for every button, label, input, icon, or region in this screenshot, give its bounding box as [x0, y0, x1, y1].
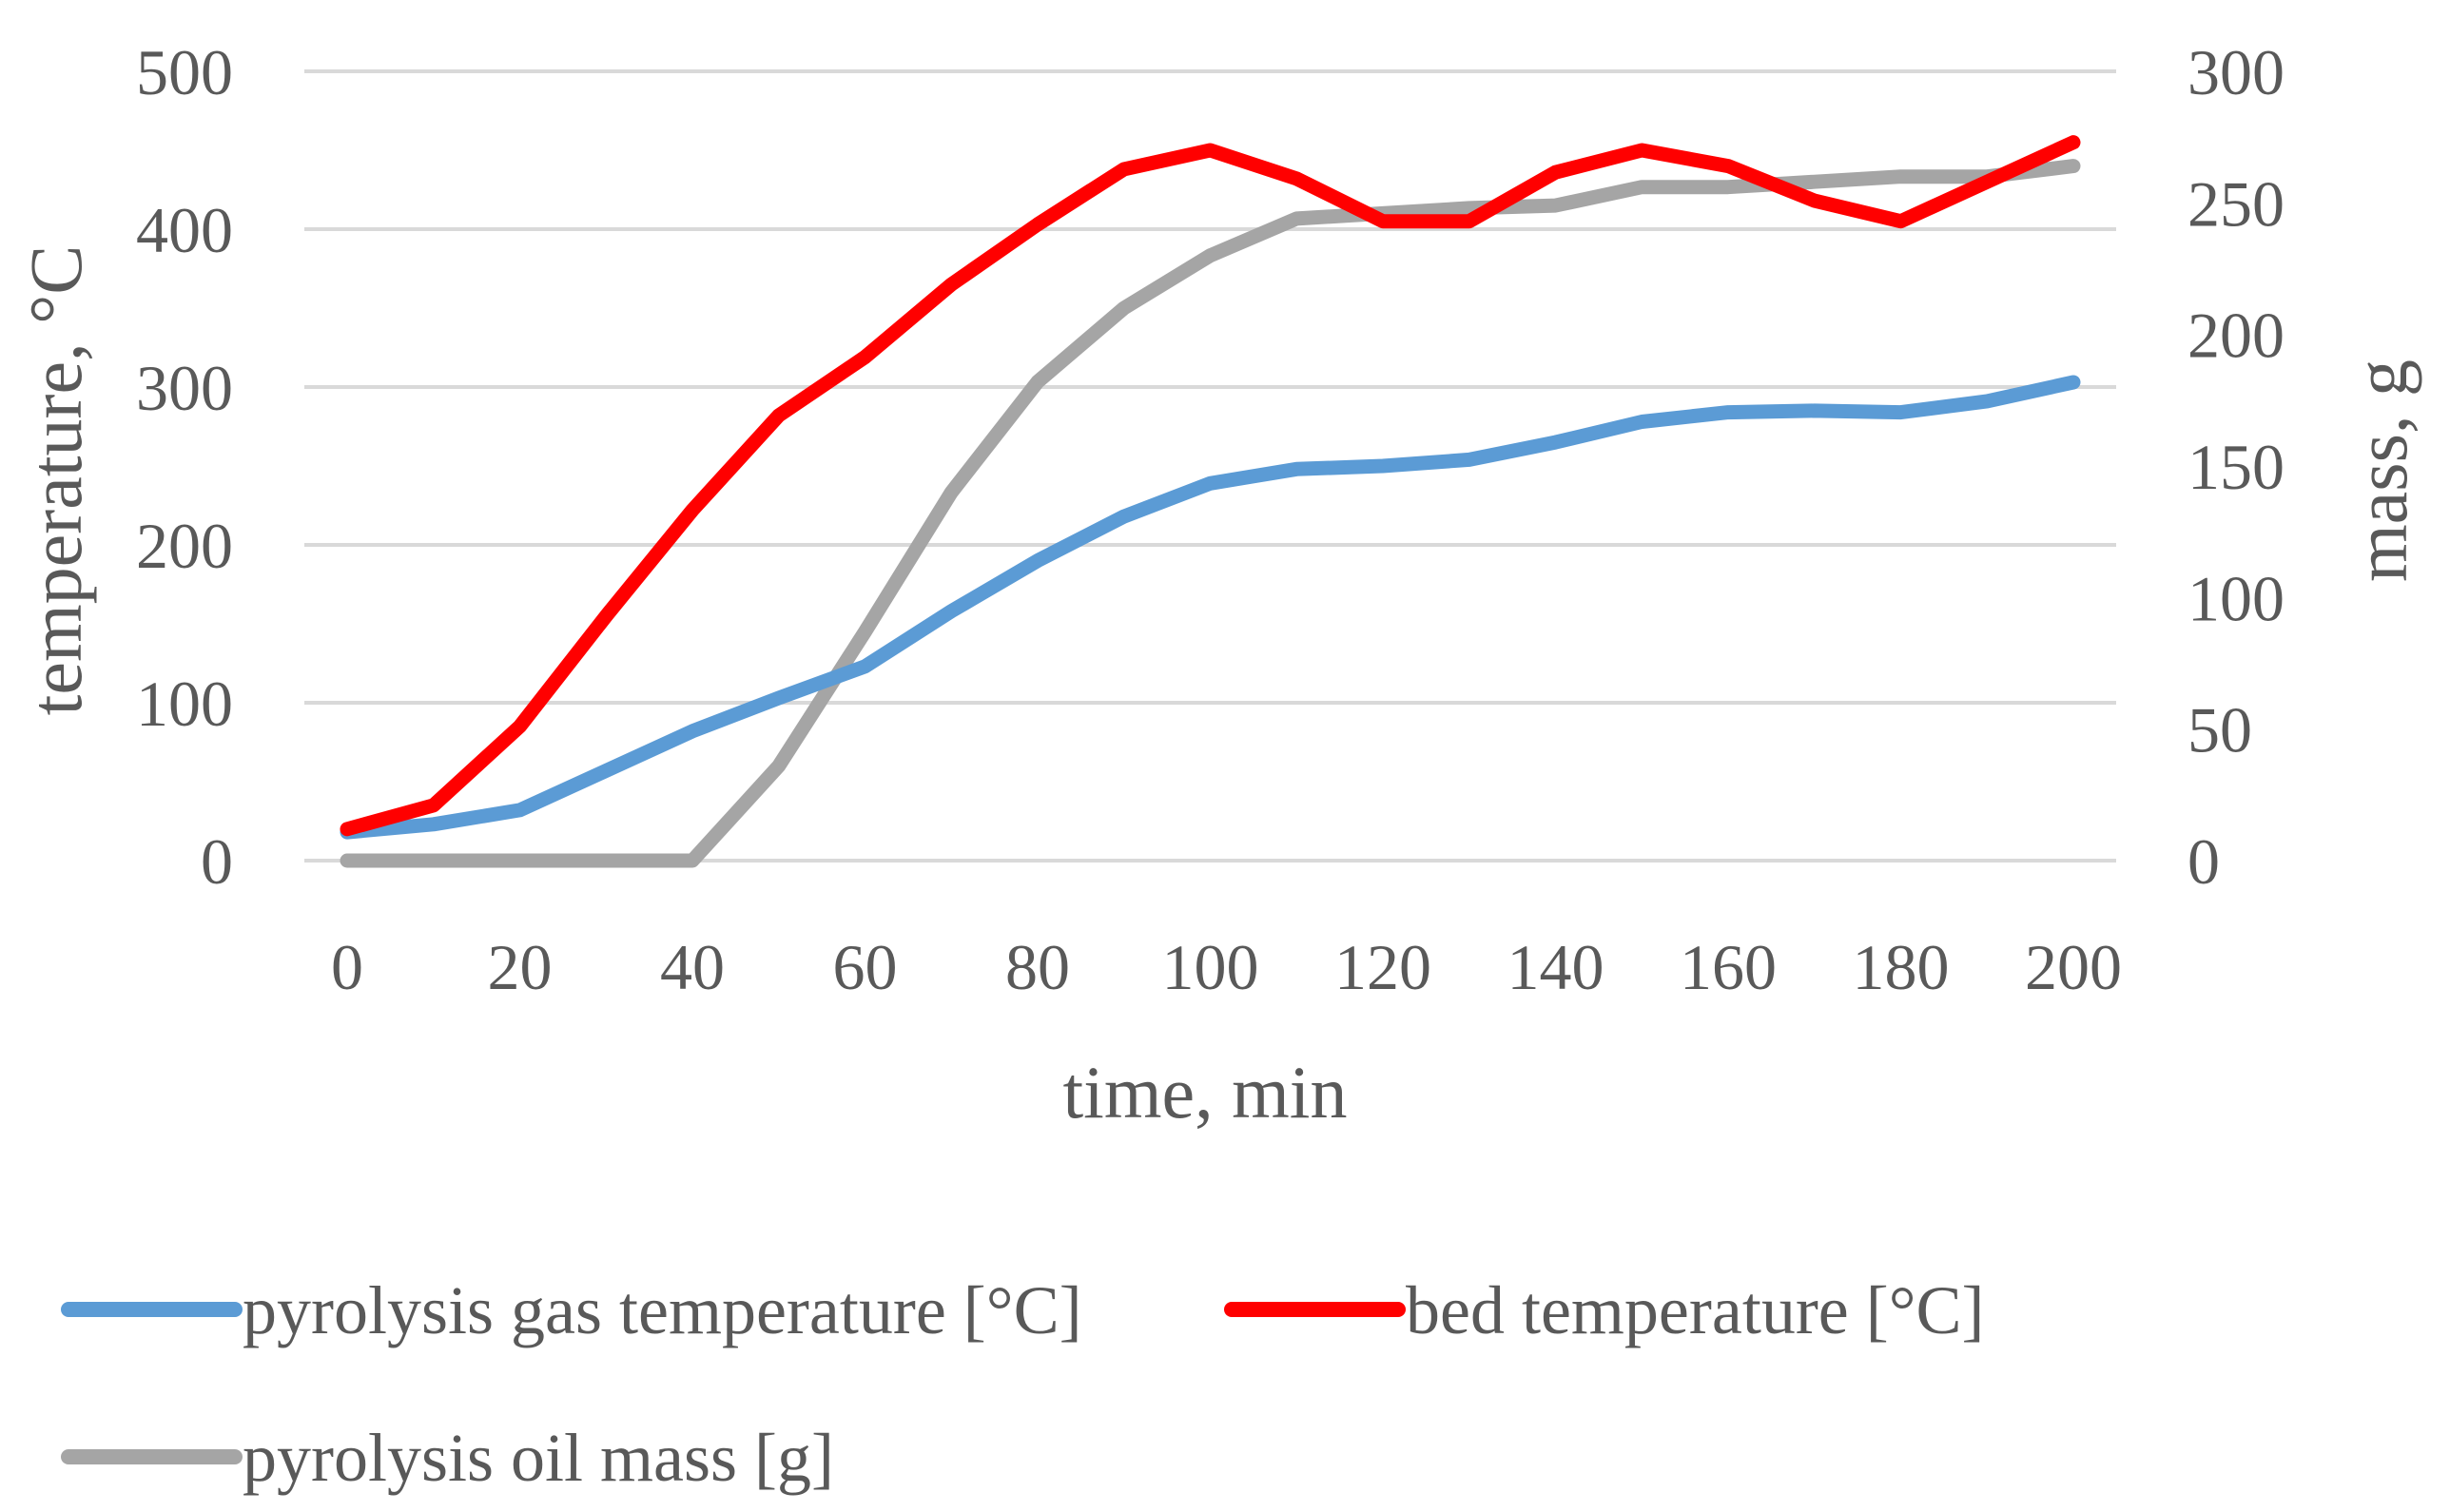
- legend-label-oil-mass: pyrolysis oil mass [g]: [243, 1420, 834, 1496]
- x-axis-title: time, min: [1063, 1051, 1348, 1134]
- legend-label-bed-temperature: bed temperature [°C]: [1406, 1272, 1985, 1348]
- x-tick-label-7: 140: [1507, 931, 1604, 1003]
- x-tick-label-3: 60: [833, 931, 898, 1003]
- right-axis-ticks: 0 50 100 150 200 250 300: [2188, 36, 2285, 898]
- x-tick-label-9: 180: [1853, 931, 1950, 1003]
- y2-tick-label-1: 50: [2188, 694, 2252, 766]
- y-axis-title: temperature, °C: [14, 245, 97, 716]
- x-tick-label-1: 20: [488, 931, 553, 1003]
- y-tick-label-3: 300: [136, 352, 233, 424]
- series-line-2: [340, 159, 2081, 868]
- y2-tick-label-5: 250: [2188, 167, 2285, 240]
- x-tick-label-6: 120: [1334, 931, 1431, 1003]
- left-axis-ticks: 0 100 200 300 400 500: [136, 36, 233, 898]
- y-tick-label-0: 0: [201, 825, 233, 898]
- legend: pyrolysis gas temperature [°C] bed tempe…: [61, 1272, 1985, 1496]
- x-tick-label-8: 160: [1680, 931, 1777, 1003]
- x-tick-label-2: 40: [660, 931, 725, 1003]
- y2-tick-label-4: 200: [2188, 300, 2285, 372]
- gridlines: [304, 69, 2116, 863]
- y-tick-label-5: 500: [136, 36, 233, 108]
- x-tick-label-0: 0: [331, 931, 363, 1003]
- y2-tick-label-0: 0: [2188, 825, 2220, 898]
- y-tick-label-1: 100: [136, 668, 233, 740]
- y2-tick-label-6: 300: [2188, 36, 2285, 108]
- x-axis-ticks: 0 20 40 60 80 100 120 140 160 180 200: [331, 931, 2122, 1003]
- series-line-1: [340, 135, 2081, 837]
- y2-tick-label-2: 100: [2188, 562, 2285, 634]
- series-lines: [340, 135, 2081, 868]
- y-tick-label-2: 200: [136, 510, 233, 582]
- x-tick-label-4: 80: [1005, 931, 1070, 1003]
- y-tick-label-4: 400: [136, 194, 233, 266]
- y2-tick-label-3: 150: [2188, 431, 2285, 503]
- series-line-0: [340, 375, 2081, 840]
- x-tick-label-5: 100: [1162, 931, 1259, 1003]
- y2-axis-title: mass, g: [2340, 359, 2422, 582]
- legend-label-gas-temperature: pyrolysis gas temperature [°C]: [243, 1272, 1082, 1348]
- x-tick-label-10: 200: [2025, 931, 2122, 1003]
